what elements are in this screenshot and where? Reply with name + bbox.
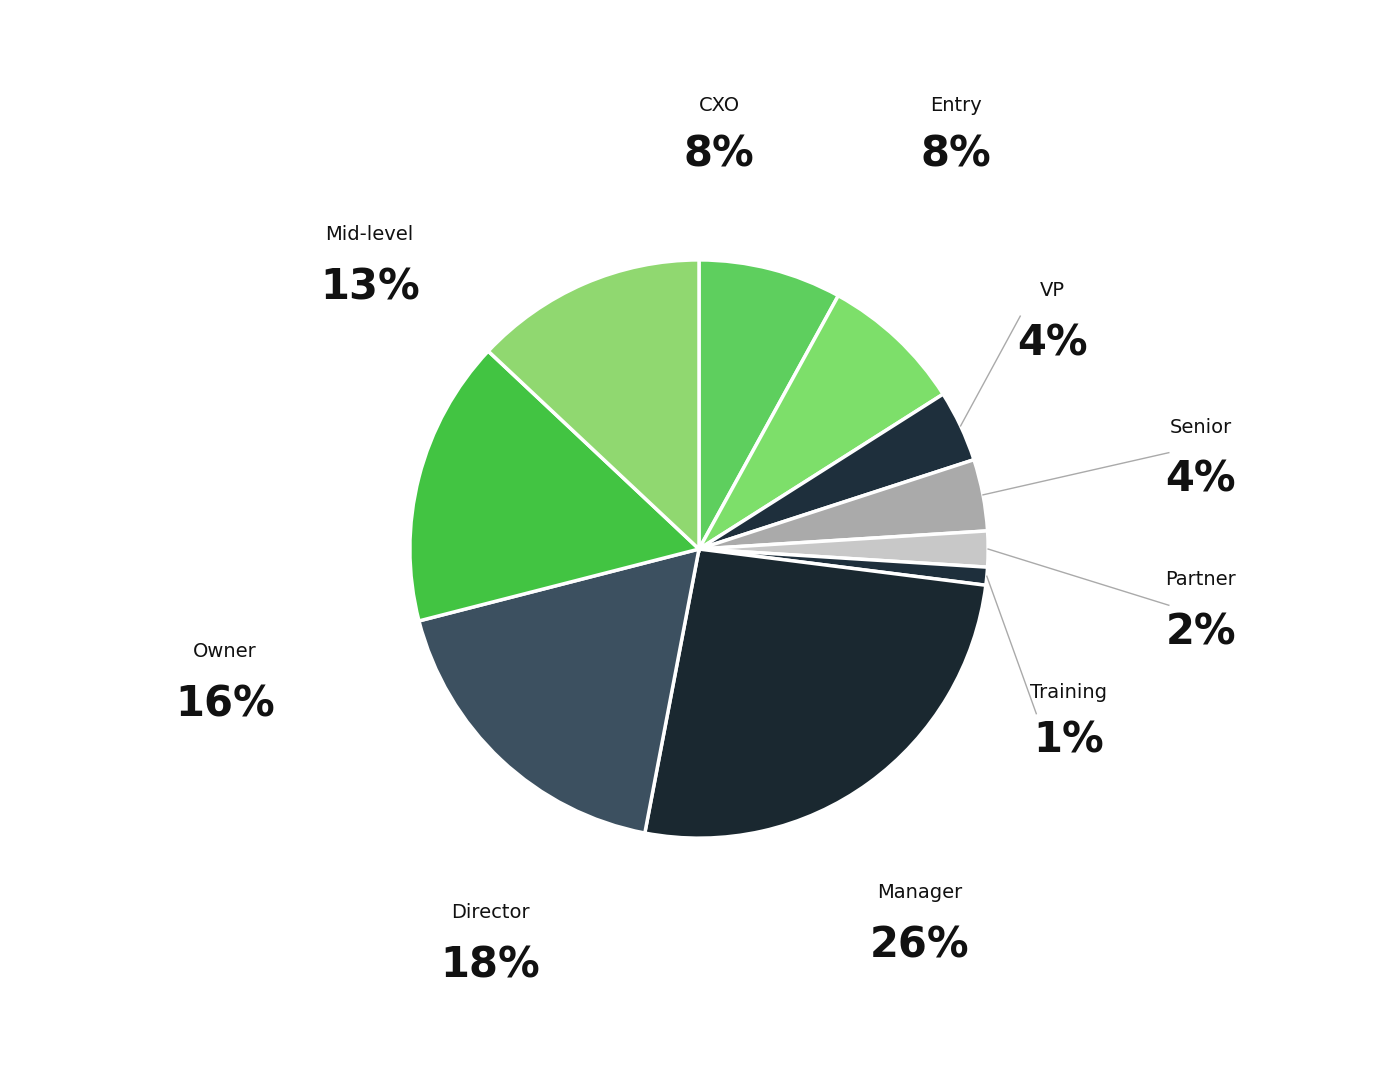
Text: VP: VP [1040,281,1065,300]
Text: Mid-level: Mid-level [326,225,414,244]
Text: Director: Director [452,903,530,923]
Text: Manager: Manager [877,883,962,902]
Text: 8%: 8% [921,134,991,176]
Text: 13%: 13% [320,266,419,308]
Wedge shape [410,351,699,621]
Wedge shape [419,549,699,833]
Text: 2%: 2% [1166,611,1236,653]
Wedge shape [699,260,839,549]
Wedge shape [699,530,988,567]
Text: 8%: 8% [684,134,755,176]
Wedge shape [488,260,699,549]
Text: Owner: Owner [193,642,257,662]
Text: 16%: 16% [175,683,275,725]
Text: Senior: Senior [1170,417,1232,437]
Text: 4%: 4% [1166,459,1236,501]
Text: 26%: 26% [870,925,970,967]
Wedge shape [644,549,986,839]
Text: Entry: Entry [930,96,981,115]
Text: Training: Training [1030,682,1107,702]
Wedge shape [699,295,944,549]
Text: 4%: 4% [1018,322,1088,364]
Wedge shape [699,395,974,549]
Text: Partner: Partner [1166,570,1236,590]
Text: CXO: CXO [699,96,740,115]
Text: 1%: 1% [1033,720,1104,762]
Text: 18%: 18% [440,944,540,986]
Wedge shape [699,459,987,549]
Wedge shape [699,549,987,585]
